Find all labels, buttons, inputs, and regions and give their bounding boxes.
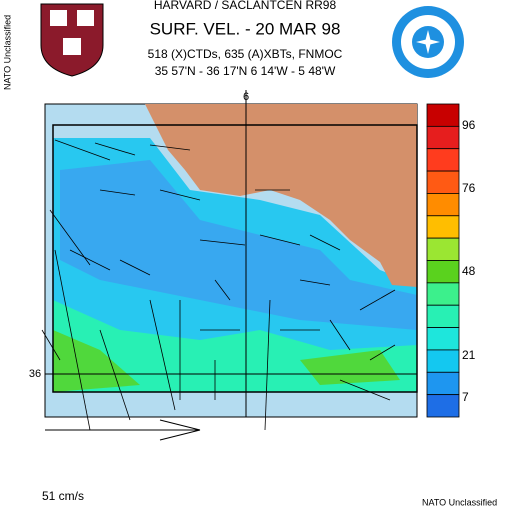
colorbar-label: 76 (462, 181, 476, 195)
saclantcen-logo (392, 6, 464, 78)
colorbar-swatch (426, 304, 460, 328)
colorbar-swatch (426, 148, 460, 172)
classification: NATO Unclassified (2, 15, 12, 90)
subtitle: 35 57'N - 36 17'N 6 14'W - 5 48'W (155, 64, 336, 78)
colorbar-label: 21 (462, 348, 476, 362)
lon-label: 6 (243, 91, 249, 103)
colorbar-swatch (426, 237, 460, 261)
harvard-logo (40, 3, 104, 77)
colorbar: 96 76 48 21 7 (426, 103, 476, 418)
header-line: HARVARD / SACLANTCEN RR98 (154, 0, 337, 12)
colorbar-swatch (426, 349, 460, 373)
colorbar-label: 96 (462, 118, 476, 132)
lat-label: 36 (29, 368, 41, 380)
colorbar-swatch (426, 193, 460, 217)
colorbar-swatch (426, 103, 460, 127)
colorbar-swatch (426, 260, 460, 284)
map (41, 90, 418, 441)
scale-label: 51 cm/s (42, 489, 84, 503)
title: SURF. VEL. - 20 MAR 98 (150, 19, 341, 38)
colorbar-label: 7 (462, 390, 469, 404)
colorbar-swatch (426, 282, 460, 306)
colorbar-swatch (426, 125, 460, 150)
colorbar-swatch (426, 170, 460, 194)
subtitle: 518 (X)CTDs, 635 (A)XBTs, FNMOC (148, 47, 343, 61)
colorbar-swatch (426, 394, 460, 418)
colorbar-swatch (426, 371, 460, 396)
colorbar-swatch (426, 327, 460, 351)
colorbar-swatch (426, 215, 460, 239)
colorbar-label: 48 (462, 264, 476, 278)
classification: NATO Unclassified (422, 497, 497, 507)
